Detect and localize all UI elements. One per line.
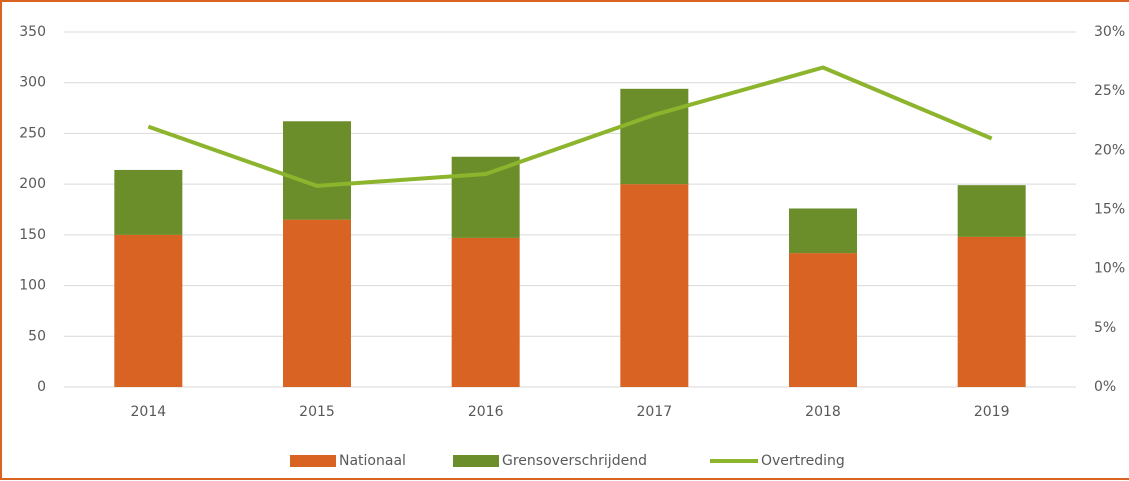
- y2-tick-label: 5%: [1094, 320, 1116, 336]
- x-tick-label: 2014: [131, 404, 167, 420]
- x-tick-label: 2019: [974, 404, 1010, 420]
- legend-swatch: [453, 455, 499, 467]
- legend-label: Nationaal: [339, 453, 406, 469]
- y-tick-label: 350: [19, 24, 46, 40]
- bar: [283, 219, 351, 387]
- bar: [789, 208, 857, 254]
- legend-swatch: [290, 455, 336, 467]
- bar: [114, 169, 183, 235]
- bar: [283, 121, 351, 220]
- x-tick-label: 2016: [468, 404, 504, 420]
- bar: [451, 156, 520, 238]
- y-tick-label: 300: [19, 75, 46, 91]
- line: [147, 65, 993, 188]
- legend-label: Grensoverschrijdend: [502, 453, 647, 469]
- y-tick-label: 250: [19, 125, 46, 141]
- x-tick-label: 2018: [805, 404, 841, 420]
- x-tick-label: 2015: [299, 404, 335, 420]
- bar: [957, 236, 1026, 387]
- y-tick-label: 100: [19, 278, 46, 294]
- bar: [620, 184, 689, 387]
- bar: [789, 253, 857, 387]
- x-tick-label: 2017: [637, 404, 673, 420]
- y-tick-label: 150: [19, 227, 46, 243]
- bar: [957, 185, 1026, 237]
- y2-tick-label: 10%: [1094, 261, 1125, 277]
- bar: [620, 88, 689, 185]
- y2-tick-label: 25%: [1094, 83, 1125, 99]
- y2-tick-label: 20%: [1094, 142, 1125, 158]
- bar: [451, 237, 520, 387]
- bar: [114, 234, 183, 387]
- legend-label: Overtreding: [761, 453, 845, 469]
- y-tick-label: 200: [19, 176, 46, 192]
- y-tick-label: 50: [28, 328, 46, 344]
- y-tick-label: 0: [37, 379, 46, 395]
- y2-tick-label: 0%: [1094, 379, 1116, 395]
- y2-tick-label: 30%: [1094, 24, 1125, 40]
- y2-tick-label: 15%: [1094, 202, 1125, 218]
